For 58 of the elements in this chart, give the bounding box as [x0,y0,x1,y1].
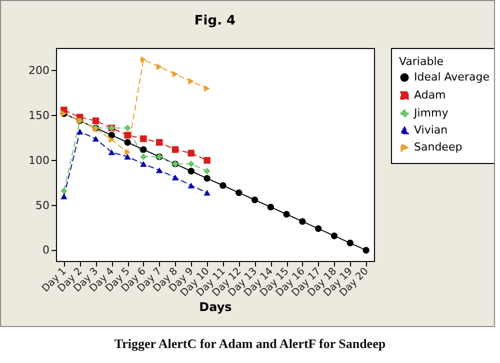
point [124,132,131,139]
point [204,85,210,92]
point [204,174,210,182]
point [92,136,100,142]
y-tick-label: 100 [28,154,50,167]
y-tick-label: 0 [42,244,50,257]
point [267,204,274,210]
chart-title: Fig. 4 [194,14,236,28]
point [314,225,322,232]
point [188,150,195,157]
point [108,132,116,139]
point [188,78,194,85]
point [124,139,131,146]
point [92,117,100,124]
point [188,182,195,188]
point [140,161,147,167]
y-tick-label: 200 [28,64,50,77]
point [172,70,178,78]
point [140,146,147,153]
point [362,246,370,254]
point [251,196,258,204]
x-axis-title: Days [199,300,232,314]
point [188,160,195,168]
point [283,210,290,218]
point [60,193,68,200]
point [172,174,179,180]
point [140,153,147,160]
point [330,232,338,240]
point [346,240,354,246]
point [76,128,84,134]
point [204,168,210,174]
legend-label: Adam [414,88,446,102]
point [172,146,179,153]
point [140,135,147,142]
legend-label: Sandeep [414,140,462,154]
point [204,190,210,196]
point [124,124,131,132]
text: Trigger AlertC for Adam and AlertF for Sandeep [113,336,387,352]
point [108,149,116,156]
point [156,139,163,146]
point [140,56,146,64]
point [156,64,162,70]
point [108,136,115,144]
legend-label: Vivian [414,124,448,136]
point [156,167,163,174]
point [188,168,195,174]
y-tick-label: 50 [36,198,50,212]
y-tick-label: 150 [28,108,50,122]
legend-title: Variable [399,55,444,68]
point [235,189,242,196]
legend-label: Ideal Average [414,70,490,84]
point [124,154,131,160]
point [204,156,210,164]
point [220,182,226,189]
legend-label: Jimmy [413,106,449,120]
point [299,218,306,225]
point [124,148,130,156]
point [60,188,68,194]
